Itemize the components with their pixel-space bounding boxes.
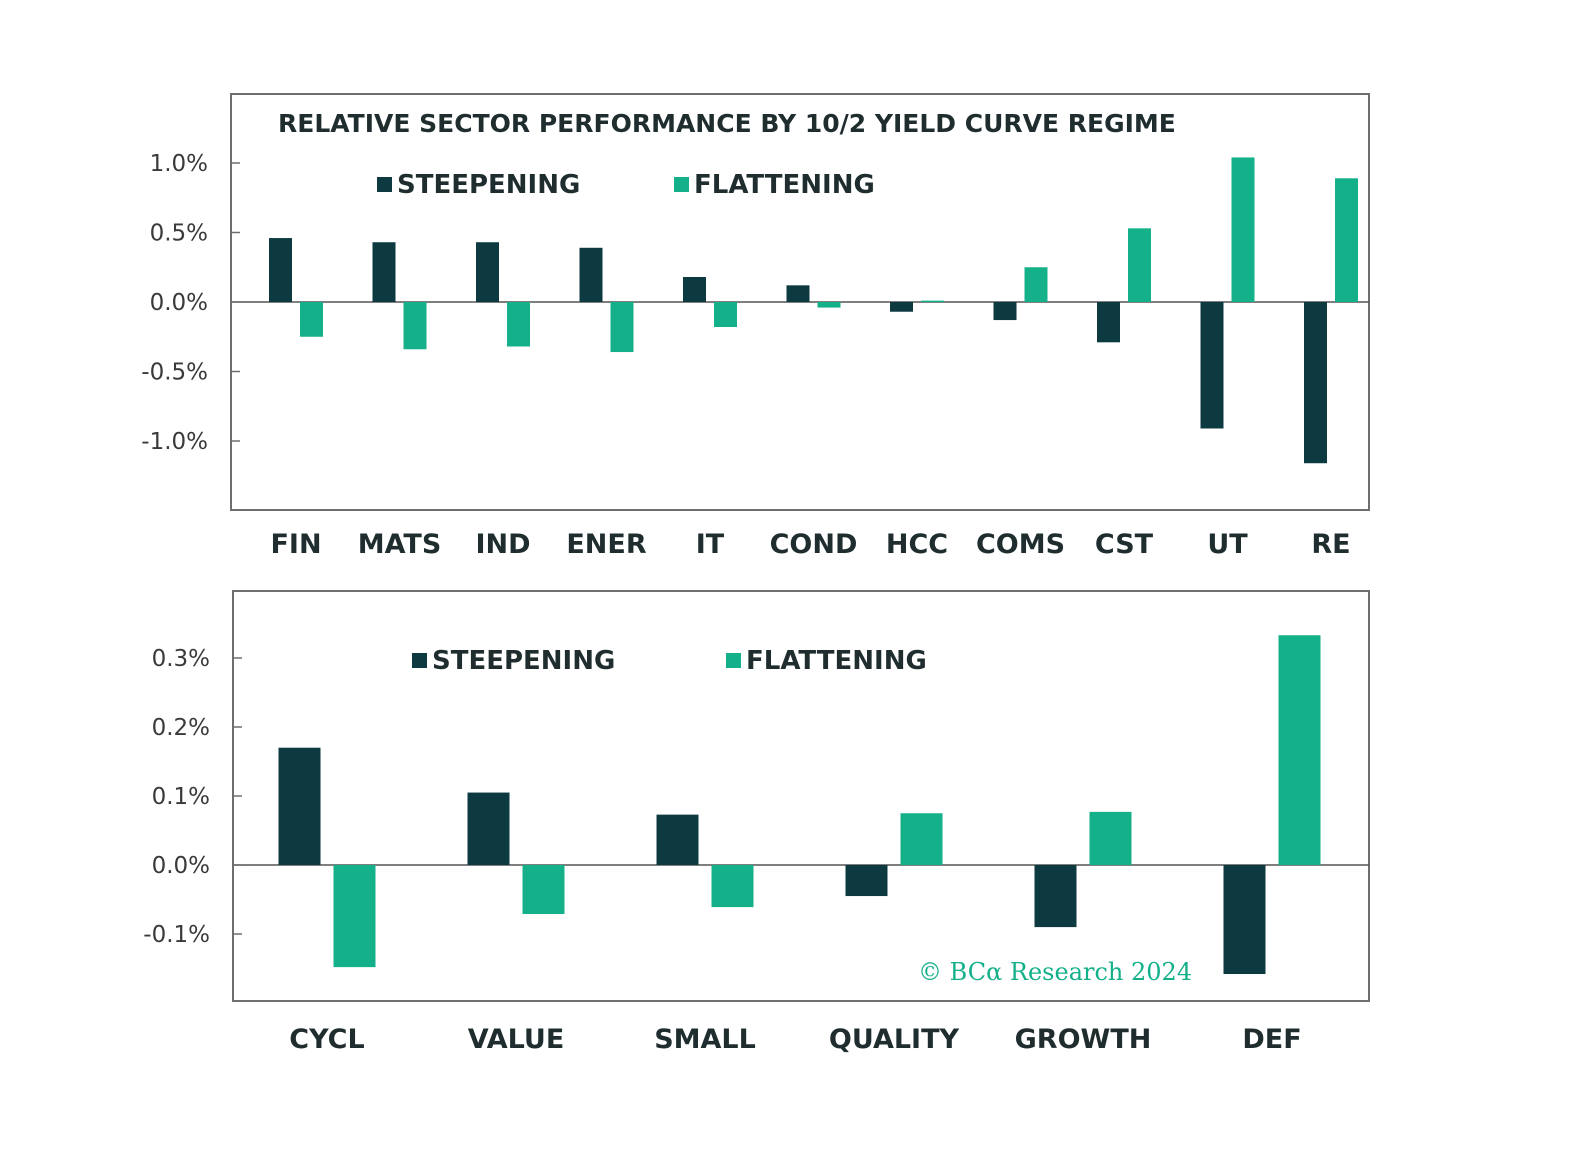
bottom-bar-flattening-small [711, 865, 754, 908]
bottom-legend-steepening-label: STEEPENING [432, 646, 615, 676]
top-bar-flattening-ut [1231, 157, 1255, 302]
bottom-category-label-quality: QUALITY [829, 1024, 960, 1055]
top-bar-flattening-re [1335, 178, 1358, 302]
top-bar-steepening-ind [476, 242, 499, 302]
bottom-ytick-label: 0.1% [152, 784, 210, 810]
bottom-category-label-small: SMALL [654, 1024, 756, 1055]
top-category-label-ener: ENER [566, 529, 646, 560]
bottom-category-label-def: DEF [1242, 1024, 1301, 1055]
top-legend-steepening-swatch [377, 177, 392, 192]
bottom-bar-steepening-growth [1034, 865, 1077, 928]
top-bar-flattening-cond [817, 302, 841, 308]
top-bar-steepening-ut [1200, 302, 1224, 429]
bottom-bar-flattening-value [522, 865, 565, 914]
top-ytick-label: 0.0% [150, 290, 208, 316]
top-bar-steepening-it [683, 276, 706, 302]
top-bar-flattening-hcc [921, 300, 944, 302]
bottom-ytick-label: 0.2% [152, 715, 210, 741]
top-legend-flattening-swatch [674, 177, 689, 192]
top-bar-steepening-mats [372, 242, 396, 302]
top-bar-flattening-mats [403, 302, 427, 350]
bottom-bar-steepening-quality [845, 865, 888, 897]
top-category-label-fin: FIN [270, 529, 321, 560]
top-category-label-mats: MATS [358, 529, 442, 560]
bottom-ytick-label: 0.3% [152, 646, 210, 672]
bottom-bar-steepening-value [467, 792, 510, 865]
top-bar-flattening-cst [1128, 228, 1151, 302]
bottom-bar-flattening-quality [900, 813, 943, 865]
top-bar-steepening-coms [993, 302, 1017, 321]
top-category-label-hcc: HCC [886, 529, 948, 560]
bottom-bar-steepening-small [656, 814, 699, 865]
bottom-bar-flattening-growth [1089, 811, 1132, 865]
top-ytick-label: 0.5% [150, 221, 208, 247]
top-category-label-coms: COMS [976, 529, 1065, 560]
top-bar-flattening-it [714, 302, 737, 328]
top-category-label-cond: COND [770, 529, 858, 560]
bottom-bar-steepening-def [1223, 865, 1266, 975]
top-bar-steepening-cond [786, 285, 810, 302]
bottom-category-label-cycl: CYCL [289, 1024, 364, 1055]
top-bar-steepening-cst [1097, 302, 1120, 343]
top-bar-flattening-ener [610, 302, 634, 353]
top-bar-steepening-hcc [890, 302, 913, 312]
bottom-legend-flattening-label: FLATTENING [746, 646, 927, 676]
top-category-label-ind: IND [475, 529, 530, 560]
bottom-legend-flattening-swatch [726, 653, 741, 668]
top-ytick-label: -1.0% [141, 429, 208, 455]
bottom-legend-steepening-swatch [412, 653, 427, 668]
top-ytick-label: 1.0% [150, 151, 208, 177]
bottom-ytick-label: 0.0% [152, 853, 210, 879]
top-bar-steepening-ener [579, 247, 603, 302]
top-bar-flattening-ind [507, 302, 530, 347]
top-bar-steepening-fin [269, 238, 292, 302]
top-bar-flattening-fin [300, 302, 323, 337]
bottom-category-label-value: VALUE [468, 1024, 565, 1055]
top-category-label-it: IT [696, 529, 725, 560]
top-category-label-cst: CST [1095, 529, 1154, 560]
top-category-label-ut: UT [1207, 529, 1248, 560]
top-bar-steepening-re [1304, 302, 1327, 464]
bottom-bar-flattening-def [1278, 635, 1321, 865]
top-legend-flattening-label: FLATTENING [694, 170, 875, 200]
bottom-bar-steepening-cycl [278, 747, 321, 865]
bottom-category-label-growth: GROWTH [1015, 1024, 1152, 1055]
chart-title: RELATIVE SECTOR PERFORMANCE BY 10/2 YIEL… [278, 109, 1176, 138]
top-category-label-re: RE [1311, 529, 1350, 560]
top-ytick-label: -0.5% [141, 360, 208, 386]
credit-annotation: © BCα Research 2024 [918, 958, 1192, 986]
bottom-bar-flattening-cycl [333, 865, 376, 968]
bottom-ytick-label: -0.1% [143, 922, 210, 948]
top-legend-steepening-label: STEEPENING [397, 170, 580, 200]
chart-marks: 1.0% 0.5% 0.0% -0.5% -1.0% FIN MATS IND ENER IT CO… [141, 151, 1369, 1055]
top-bar-flattening-coms [1024, 267, 1048, 302]
